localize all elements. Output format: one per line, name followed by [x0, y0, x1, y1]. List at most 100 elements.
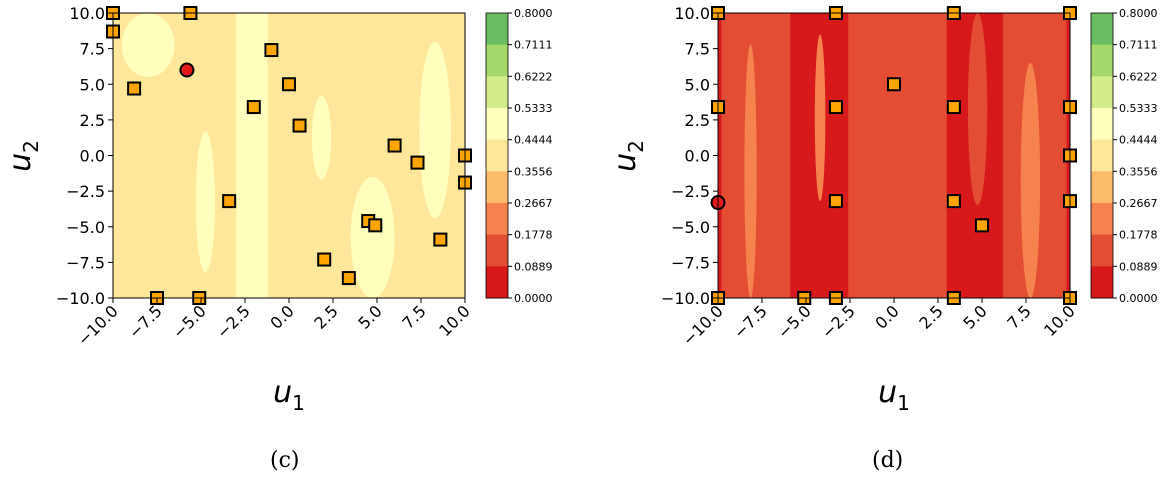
colorbar-segment: [1091, 234, 1113, 267]
colorbar-tick-label: 0.7111: [1119, 39, 1158, 52]
x-tick-label: −2.5: [818, 301, 859, 342]
sample-point-square: [246, 100, 261, 115]
caption-d: (d): [872, 448, 904, 473]
x-axis-label: u1: [878, 375, 910, 415]
panel-c: 10.0 7.5 5.0 2.5 0.0 −2.5 −5.0 −7.5 −10.0 −10.0 −7…: [0, 0, 560, 473]
x-tick-label: 0.0: [266, 301, 297, 332]
colorbar: 0.8000 0.7111 0.6222 0.5333 0.4444 0.3556 0.26…: [1090, 7, 1158, 305]
x-tick-label: 10.0: [1040, 301, 1079, 340]
contour-region: [744, 44, 757, 298]
y-tick-label: 10.0: [69, 4, 105, 23]
sample-point-square: [975, 218, 989, 233]
y-tick-label: 5.0: [80, 75, 105, 94]
y-tick-label: −10.0: [661, 289, 710, 308]
x-tick-label: 5.0: [959, 301, 990, 332]
colorbar-tick-label: 0.8000: [1119, 7, 1158, 20]
y-tick-label: 10.0: [674, 4, 710, 23]
colorbar-segment: [1091, 108, 1113, 141]
x-tick-label: 10.0: [435, 301, 474, 340]
sample-point-square: [282, 77, 296, 92]
y-tick-label: 0.0: [685, 147, 710, 166]
contour-fills: [718, 13, 1070, 298]
contour-region: [350, 176, 395, 298]
x-tick-label: −2.5: [213, 301, 254, 342]
y-tick-label: −10.0: [56, 289, 105, 308]
colorbar-segment: [486, 203, 508, 236]
colorbar-tick-label: 0.6222: [1119, 70, 1158, 83]
colorbar-tick-label: 0.5333: [514, 102, 553, 115]
sample-point-square: [317, 252, 332, 267]
contour-region: [121, 13, 175, 78]
x-tick-label: 0.0: [871, 301, 902, 332]
sample-point-square: [264, 43, 279, 58]
colorbar-tick-label: 0.2667: [514, 197, 553, 210]
colorbar-tick-label: 0.7111: [514, 39, 553, 52]
sample-point-square: [433, 232, 448, 247]
sample-point-square: [828, 194, 843, 209]
y-axis-label: u2: [3, 140, 43, 172]
sample-point-square: [341, 271, 356, 286]
x-tick-label: 2.5: [310, 301, 341, 332]
panel-d: 10.0 7.5 5.0 2.5 0.0 −2.5 −5.0 −7.5 −10.0 −10.0 −7…: [605, 0, 1167, 473]
contour-band: [236, 13, 268, 298]
y-tick-label: −2.5: [671, 182, 710, 201]
contour-chart-d: 10.07.55.02.50.0−2.5−5.0−7.5−10.0−10.0 −7…: [608, 4, 1158, 415]
sample-point-square: [410, 155, 425, 170]
x-tick-label: −10.0: [679, 301, 727, 349]
x-tick-label: 7.5: [398, 301, 429, 332]
y-tick-label: 2.5: [80, 111, 105, 130]
colorbar-segment: [486, 266, 508, 299]
colorbar-tick-label: 0.0889: [1119, 260, 1158, 273]
contour-background: [113, 13, 465, 298]
colorbar-segment: [1091, 44, 1113, 77]
colorbar-segment: [1091, 171, 1113, 204]
x-tick-label: −10.0: [74, 301, 122, 349]
sample-point-square: [946, 100, 961, 115]
colorbar-segment: [1091, 203, 1113, 236]
sample-point-square: [828, 100, 843, 115]
y-tick-label: 0.0: [80, 147, 105, 166]
colorbar-segment: [486, 234, 508, 267]
sample-point-square: [222, 194, 237, 209]
y-tick-label: −7.5: [66, 253, 105, 272]
colorbar-tick-label: 0.1778: [1119, 229, 1158, 242]
contour-fills: [113, 13, 465, 298]
colorbar-tick-label: 0.3556: [514, 165, 553, 178]
x-axis-label: u1: [273, 375, 305, 415]
colorbar-tick-label: 0.6222: [514, 70, 553, 83]
colorbar-tick-label: 0.1778: [514, 229, 553, 242]
colorbar-segment: [486, 44, 508, 77]
colorbar: 0.8000 0.7111 0.6222 0.5333 0.4444 0.3556 0.26…: [485, 7, 553, 305]
colorbar-tick-label: 0.0889: [514, 260, 553, 273]
sample-point-square: [368, 218, 383, 233]
colorbar-tick-label: 0.4444: [1119, 134, 1158, 147]
y-tick-label: −5.0: [671, 218, 710, 237]
y-tick-label: −5.0: [66, 218, 105, 237]
y-tick-label: 5.0: [685, 75, 710, 94]
colorbar-segment: [1091, 266, 1113, 299]
sample-point-square: [887, 77, 901, 92]
contour-region: [419, 41, 451, 219]
y-tick-label: −2.5: [66, 182, 105, 201]
contour-band: [848, 13, 947, 298]
sample-point-square: [387, 138, 402, 153]
contour-chart-c: 10.07.55.02.50.0−2.5−5.0−7.5−10.0−10.0 −7…: [3, 4, 553, 415]
y-tick-label: 2.5: [685, 111, 710, 130]
x-tick-label: −5.0: [169, 301, 210, 342]
contour-region: [1020, 62, 1041, 298]
contour-region: [967, 13, 988, 206]
colorbar-tick-label: 0.2667: [1119, 197, 1158, 210]
optimum-point-circle: [179, 62, 195, 78]
x-tick-label: 5.0: [354, 301, 385, 332]
y-tick-label: 7.5: [80, 40, 105, 59]
sample-point-square: [946, 194, 961, 209]
x-tick-label: −5.0: [774, 301, 815, 342]
colorbar-tick-label: 0.8000: [514, 7, 553, 20]
contour-region: [195, 131, 216, 273]
x-tick-label: −7.5: [125, 301, 166, 342]
colorbar-segment: [486, 108, 508, 141]
colorbar-segment: [1091, 76, 1113, 109]
colorbar-tick-label: 0.5333: [1119, 102, 1158, 115]
colorbar-segment: [486, 171, 508, 204]
caption-c: (c): [270, 448, 300, 473]
